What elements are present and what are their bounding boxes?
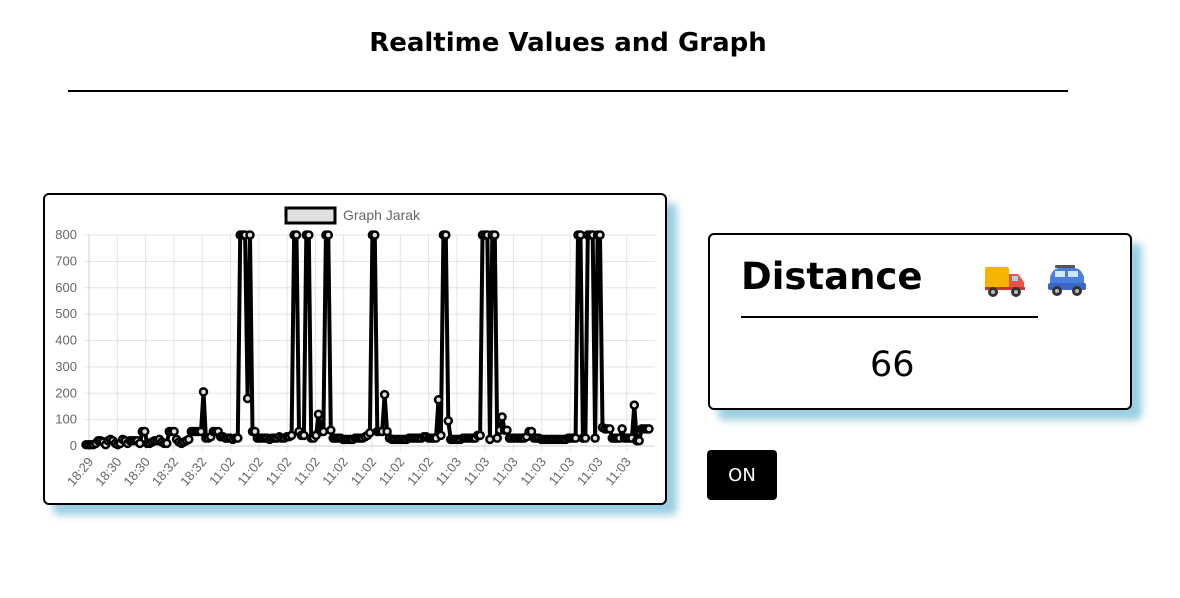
distance-title: Distance [741,255,923,298]
x-tick-label: 11:03 [432,454,464,488]
y-tick-label: 300 [55,359,77,374]
data-point [629,400,640,410]
data-point [169,426,179,437]
car-icon [1048,265,1086,296]
data-point [242,393,253,404]
data-point [365,428,375,438]
data-point [291,230,302,240]
delivery-truck-icon [985,267,1025,297]
data-point [595,230,605,240]
y-tick-label: 500 [55,306,77,321]
data-point [502,425,512,435]
data-point [196,426,206,437]
data-point [198,387,209,397]
data-point [634,435,644,446]
x-tick-label: 18:30 [92,454,124,489]
x-tick-label: 11:03 [574,454,606,488]
data-point [443,416,454,426]
data-point [162,438,172,449]
data-point [492,433,502,443]
data-point [590,433,600,443]
legend-label: Graph Jarak [343,207,421,223]
x-tick-label: 11:02 [206,454,238,488]
x-tick-label: 11:03 [546,454,578,488]
x-tick-label: 18:30 [120,454,152,489]
x-tick-label: 11:03 [602,454,634,488]
series-line [86,233,649,447]
data-point [318,426,329,437]
page-title: Realtime Values and Graph [369,28,767,58]
data-point [326,425,336,435]
data-point [245,230,255,240]
data-point [485,434,495,445]
x-tick-label: 11:02 [376,454,408,488]
data-point [570,433,581,443]
x-tick-label: 11:02 [263,454,295,488]
title-divider [68,90,1068,92]
data-point [644,424,654,434]
y-tick-label: 700 [55,253,77,268]
data-point [370,230,380,240]
y-tick-label: 200 [55,385,77,400]
x-tick-label: 11:03 [517,454,549,488]
data-point [233,433,243,443]
y-tick-label: 400 [55,333,77,348]
data-point [475,430,485,441]
data-point [433,395,444,405]
x-tick-label: 11:03 [461,454,493,488]
data-point [497,412,507,422]
data-point [441,230,451,240]
data-point [184,434,194,445]
x-tick-label: 11:02 [348,454,380,488]
y-tick-label: 100 [55,412,77,427]
distance-divider [741,316,1038,318]
x-tick-label: 11:02 [319,454,351,488]
distance-value: 66 [870,345,915,385]
distance-card: Distance 66 [708,233,1132,410]
data-point [304,230,314,240]
data-point [139,426,150,437]
x-tick-label: 11:02 [404,454,436,488]
data-point [313,409,324,420]
data-point [490,230,500,240]
data-point [575,230,586,240]
distance-line-chart: 010020030040050060070080018:2918:3018:30… [55,206,655,489]
on-toggle-button[interactable]: ON [707,450,777,500]
data-point [299,430,309,441]
data-point [580,433,591,443]
y-tick-label: 600 [55,280,77,295]
x-tick-label: 18:32 [149,454,181,489]
data-point [286,430,297,441]
y-tick-label: 800 [55,227,77,242]
data-point [436,430,446,441]
legend-swatch [284,206,337,225]
chart-card: 0 100 200 300 400 500 600 700 800 18:29 18:30 18:30… [43,193,667,505]
data-point [379,389,390,400]
data-point [605,424,615,434]
data-point [617,424,627,434]
x-tick-label: 18:29 [64,454,96,489]
x-tick-label: 11:03 [489,454,521,488]
data-point [323,230,334,240]
data-point [135,438,145,449]
x-tick-label: 18:32 [177,454,209,489]
x-tick-label: 11:02 [291,454,323,488]
y-tick-label: 0 [70,438,77,453]
x-tick-label: 11:02 [234,454,266,488]
